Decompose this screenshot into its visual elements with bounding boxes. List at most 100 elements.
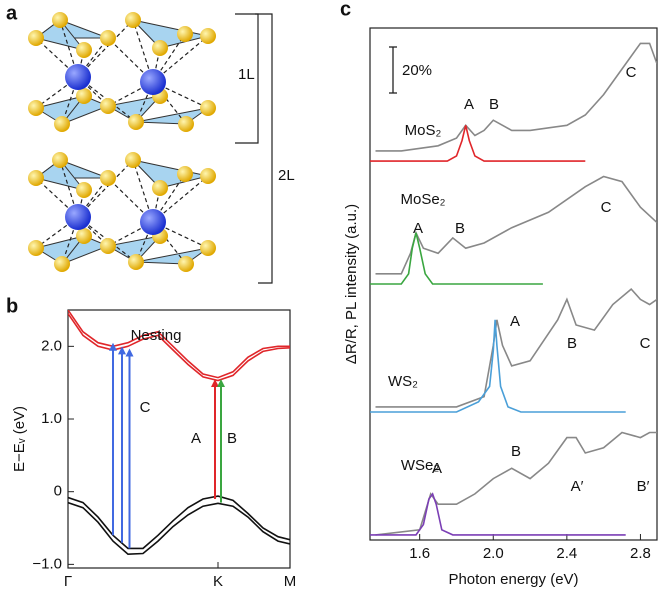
sulfur-atom (128, 254, 144, 270)
peak-label: A (510, 313, 520, 330)
sulfur-atom (28, 30, 44, 46)
triangle (34, 159, 86, 191)
series-line (375, 42, 657, 152)
peak-label: B′ (637, 478, 650, 495)
peak-label: B (455, 220, 465, 237)
series-line (375, 287, 657, 408)
sulfur-atom (125, 152, 141, 168)
peak-label: C (601, 199, 612, 216)
plot-frame (67, 309, 291, 569)
sulfur-atom (54, 256, 70, 272)
x-tick-label: M (284, 573, 297, 590)
annotation: Nesting (131, 327, 182, 344)
annotation: A (191, 430, 201, 447)
peak-label: C (640, 335, 651, 352)
sulfur-atom (200, 240, 216, 256)
sulfur-atom (178, 116, 194, 132)
metal-atom (65, 204, 91, 230)
bond (77, 159, 134, 218)
sulfur-atom (128, 114, 144, 130)
bond (152, 35, 209, 83)
x-tick-label: 2.8 (630, 545, 651, 562)
y-tick-label: −1.0 (32, 555, 62, 572)
metal-atom (65, 64, 91, 90)
series-line (68, 495, 290, 550)
layer-label: 1L (238, 66, 255, 83)
triangle (106, 235, 162, 263)
sulfur-atom (125, 12, 141, 28)
peak-label: B (511, 443, 521, 460)
scale-bar-label: 20% (402, 62, 432, 79)
crystal-diagram (28, 12, 216, 272)
panel-label: b (6, 295, 18, 317)
sulfur-atom (76, 88, 92, 104)
sulfur-atom (200, 28, 216, 44)
material-label: WSe₂ (401, 457, 440, 474)
arrow-head (109, 342, 117, 351)
peak-label: B (567, 335, 577, 352)
material-label: MoS₂ (405, 122, 442, 139)
sulfur-atom (152, 180, 168, 196)
y-axis-label: ΔR/R, PL intensity (a.u.) (343, 204, 360, 364)
sulfur-atom (54, 116, 70, 132)
y-tick-label: 1.0 (41, 410, 62, 427)
triangle (106, 95, 162, 123)
plot-area (370, 42, 657, 536)
sulfur-atom (76, 42, 92, 58)
sulfur-atom (200, 168, 216, 184)
series-line (370, 319, 626, 413)
sulfur-atom (177, 26, 193, 42)
y-tick-label: 2.0 (41, 337, 62, 354)
material-label: WS₂ (388, 373, 418, 390)
arrow-head (118, 346, 126, 355)
sulfur-atom (178, 256, 194, 272)
panel-label: c (340, 0, 351, 20)
triangle (131, 19, 209, 49)
x-tick-label: 2.4 (556, 545, 577, 562)
bond (152, 175, 209, 223)
triangle (34, 19, 86, 51)
sulfur-atom (52, 152, 68, 168)
sulfur-atom (100, 98, 116, 114)
peak-label: A (432, 460, 442, 477)
arrow-head (211, 379, 219, 388)
sulfur-atom (28, 240, 44, 256)
series-line (370, 125, 586, 162)
peak-label: A (464, 96, 474, 113)
bond (77, 19, 134, 78)
y-tick-label: 0 (54, 483, 62, 500)
sulfur-atom (76, 228, 92, 244)
x-tick-label: Γ (64, 573, 72, 590)
sulfur-atom (100, 238, 116, 254)
sulfur-atom (152, 40, 168, 56)
x-tick-label: 2.0 (483, 545, 504, 562)
plot-area (68, 310, 290, 556)
triangle (60, 95, 110, 126)
y-axis-label: E−Eᵥ (eV) (11, 406, 28, 472)
metal-atom (140, 69, 166, 95)
sulfur-atom (76, 182, 92, 198)
series-line (370, 232, 543, 285)
sulfur-atom (100, 170, 116, 186)
peak-label: A (413, 220, 423, 237)
bracket (255, 13, 273, 284)
series-line (68, 313, 290, 382)
metal-atom (140, 209, 166, 235)
peak-label: B (489, 96, 499, 113)
x-axis-label: Photon energy (eV) (448, 571, 578, 588)
annotation: B (227, 430, 237, 447)
panel-label: a (6, 2, 18, 24)
sulfur-atom (177, 166, 193, 182)
sulfur-atom (52, 12, 68, 28)
series-line (68, 310, 290, 379)
sulfur-atom (100, 30, 116, 46)
triangle (60, 235, 110, 266)
series-line (68, 501, 290, 556)
series-line (375, 431, 657, 536)
layer-label: 2L (278, 167, 295, 184)
sulfur-atom (28, 100, 44, 116)
arrow-head (217, 379, 225, 388)
sulfur-atom (28, 170, 44, 186)
